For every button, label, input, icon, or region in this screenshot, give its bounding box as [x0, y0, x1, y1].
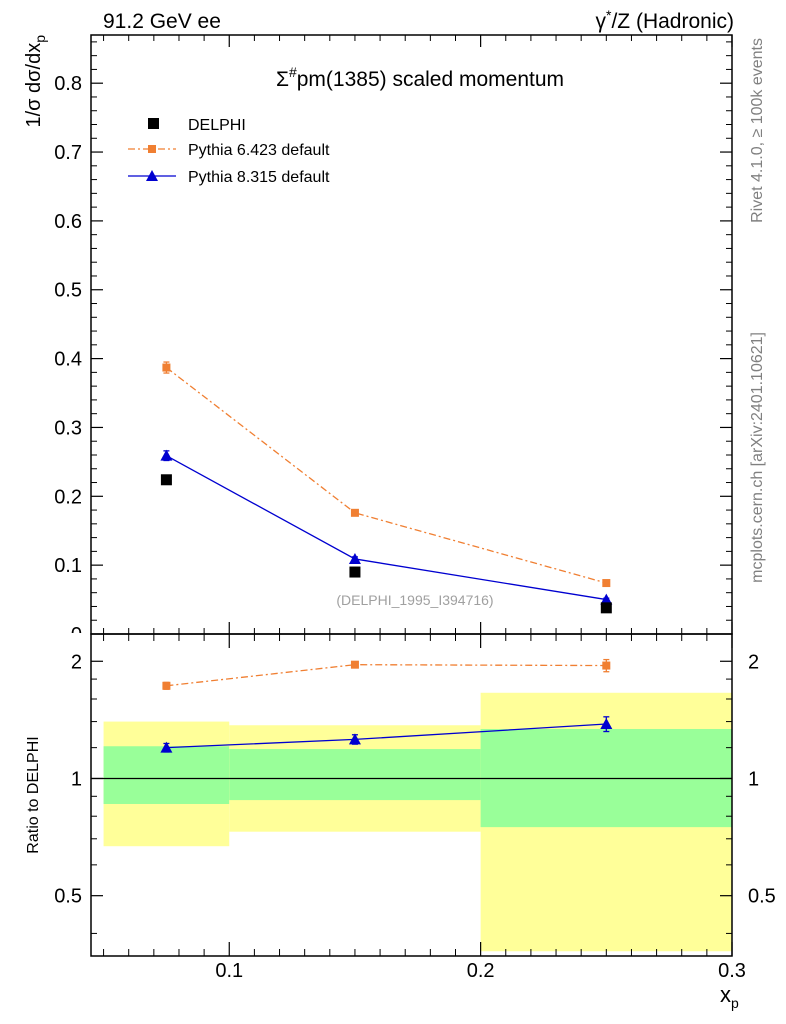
ratio-ytick-label-right: 2: [748, 651, 759, 673]
pythia8-point: [600, 593, 613, 605]
ratio-band-inner: [103, 746, 230, 804]
pythia8-point: [160, 449, 173, 461]
delphi-point: [349, 566, 361, 578]
main-ytick-label: 0.8: [54, 73, 82, 95]
main-ytick-label: 0.2: [54, 486, 82, 508]
pythia6-line: [166, 367, 607, 584]
main-ytick-label: 0.4: [54, 349, 82, 371]
ratio-xtick-label: 0.1: [215, 960, 243, 982]
mcplots-label: mcplots.cern.ch [arXiv:2401.10621]: [749, 332, 766, 583]
ratio-ytick-label-left: 2: [71, 651, 82, 673]
ratio-ytick-label-left: 1: [71, 768, 82, 790]
x-axis-label: xp: [720, 982, 739, 1011]
ratio-ylabel: Ratio to DELPHI: [25, 736, 42, 853]
ratio-band-inner: [229, 749, 481, 801]
legend: DELPHI Pythia 6.423 default Pythia 8.315…: [128, 117, 330, 186]
main-ticks: 0.1 0.2 0.3 0.4 0.5 0.6 0.7 0.8 0: [54, 35, 733, 646]
ratio-pythia8-point: [600, 718, 613, 730]
main-ytick-label: 0.3: [54, 417, 82, 439]
ratio-marks: [91, 658, 732, 952]
header-left: 91.2 GeV ee: [103, 10, 221, 33]
ratio-ytick-label-right: 1: [748, 768, 759, 790]
main-title: Σ#pm(1385) scaled momentum: [276, 64, 564, 91]
legend-delphi-marker: [148, 118, 159, 129]
legend-pythia8-marker: [146, 170, 158, 181]
legend-pythia6-marker: [148, 145, 156, 153]
pythia8-point: [348, 552, 361, 564]
ratio-pythia6-line: [166, 664, 607, 687]
pythia6-point: [350, 508, 359, 517]
delphi-point: [160, 474, 172, 486]
ratio-frame: [90, 633, 733, 957]
ratio-ytick-label-left: 0.5: [54, 886, 82, 908]
delphi-point: [600, 602, 612, 614]
rivet-label: Rivet 4.1.0, ≥ 100k events: [749, 38, 766, 223]
legend-delphi-label: DELPHI: [188, 117, 246, 134]
pythia8-line: [166, 455, 607, 601]
ratio-ticks: 0.5 0.5 1 1 2 2 0.1 0.2 0.3: [54, 634, 776, 982]
ratio-pythia8-point: [160, 741, 173, 753]
main-ylabel: 1/σ dσ/dxp: [23, 35, 48, 128]
ratio-ytick-label-right: 0.5: [748, 886, 776, 908]
main-ytick-label: 0.6: [54, 211, 82, 233]
reference-label: (DELPHI_1995_I394716): [336, 592, 493, 608]
ratio-pythia6-point: [350, 660, 359, 669]
ratio-xtick-label: 0.3: [718, 960, 746, 982]
main-ytick-label: 0.7: [54, 142, 82, 164]
ratio-xtick-label: 0.2: [467, 960, 495, 982]
legend-pythia6-label: Pythia 6.423 default: [188, 142, 330, 159]
ratio-panel: 0.5 0.5 1 1 2 2 0.1 0.2 0.3 Ratio to DELPHI xp: [25, 633, 776, 1011]
main-ytick-zero-label: 0: [71, 624, 82, 646]
main-ytick-label: 0.1: [54, 555, 82, 577]
legend-pythia8-label: Pythia 8.315 default: [188, 169, 330, 186]
main-marks: [160, 361, 613, 614]
pythia6-point: [602, 579, 611, 588]
ratio-pythia6-point: [162, 681, 171, 690]
main-ytick-label: 0.5: [54, 280, 82, 302]
ratio-pythia6-point: [602, 661, 611, 670]
header-right: γ*/Z (Hadronic): [596, 7, 734, 33]
ratio-pythia8-point: [348, 733, 361, 745]
main-panel: 0.1 0.2 0.3 0.4 0.5 0.6 0.7 0.8 0 Σ#pm(1385) sca…: [23, 34, 733, 646]
pythia6-point: [162, 363, 171, 372]
